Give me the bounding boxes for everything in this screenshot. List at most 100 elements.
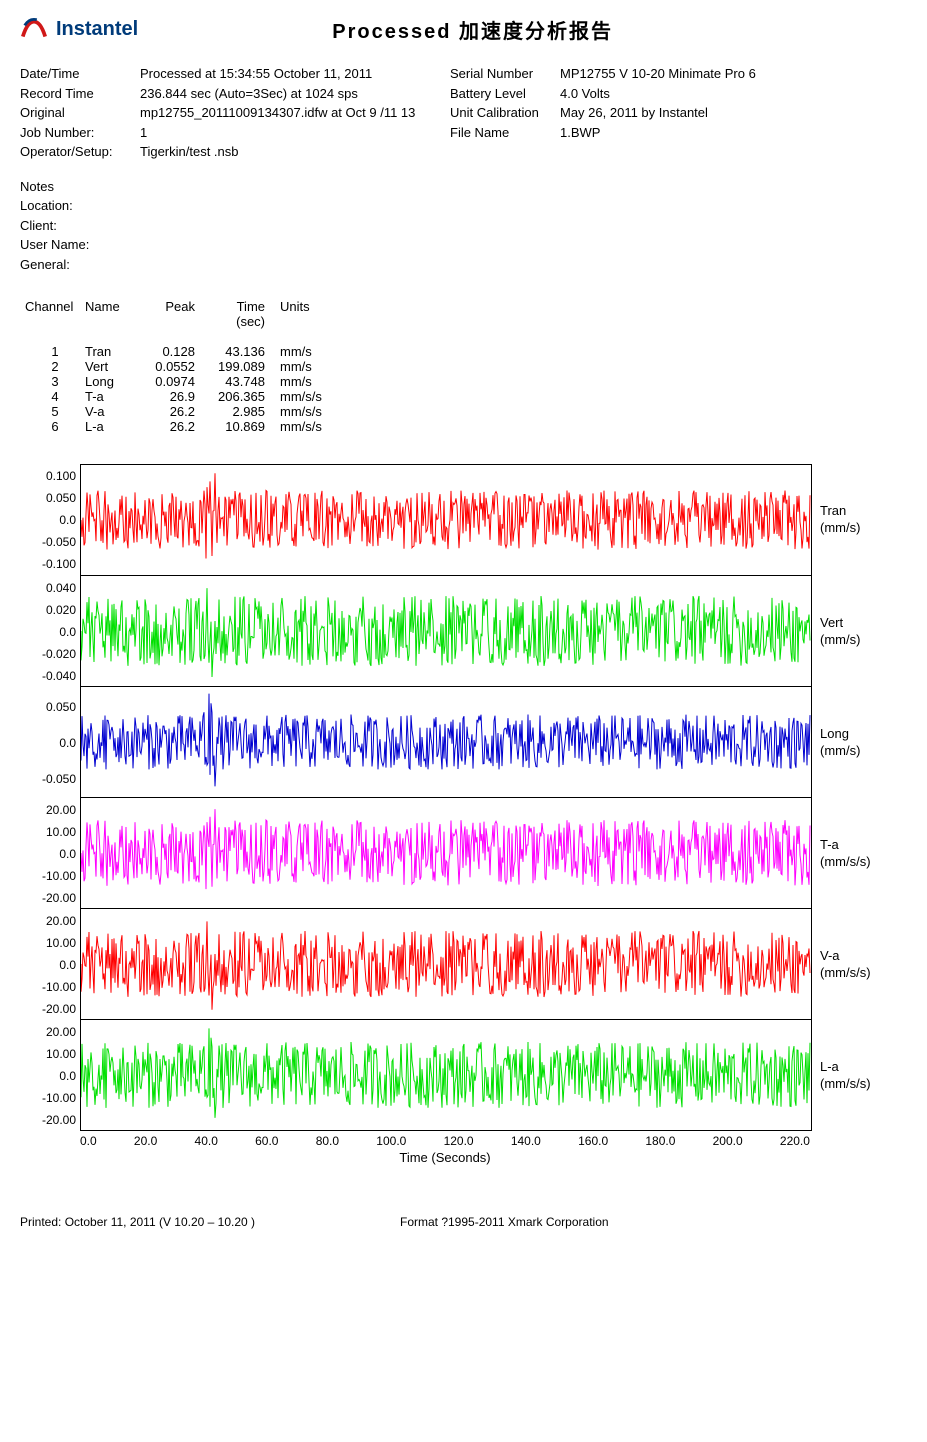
table-row: 4T-a26.9206.365mm/s/s <box>20 389 907 404</box>
cell: 0.0552 <box>135 359 195 374</box>
meta-label: Date/Time <box>20 64 140 84</box>
chart-label: L-a(mm/s/s) <box>812 1059 871 1093</box>
notes-line: Notes <box>20 177 907 197</box>
cell: mm/s/s <box>265 389 340 404</box>
cell: T-a <box>85 389 135 404</box>
chart-label: Tran(mm/s) <box>812 503 860 537</box>
y-axis-labels: 0.0500.0-0.050 <box>30 689 80 797</box>
chart-l-a: 20.0010.000.0-10.00-20.00 L-a(mm/s/s) <box>30 1020 907 1131</box>
cell: 1 <box>20 344 85 359</box>
table-row: 6L-a26.210.869mm/s/s <box>20 419 907 434</box>
cell: mm/s/s <box>265 419 340 434</box>
waveform-plot <box>80 576 812 687</box>
y-axis-labels: 20.0010.000.0-10.00-20.00 <box>30 799 80 909</box>
col-time: Time <box>195 299 265 314</box>
meta-label: Record Time <box>20 84 140 104</box>
chart-v-a: 20.0010.000.0-10.00-20.00 V-a(mm/s/s) <box>30 909 907 1020</box>
meta-label: Battery Level <box>450 84 560 104</box>
y-axis-labels: 20.0010.000.0-10.00-20.00 <box>30 910 80 1020</box>
report-header: Instantel Processed 加速度分析报告 <box>20 15 907 44</box>
report-title: Processed 加速度分析报告 <box>138 15 907 44</box>
cell: Vert <box>85 359 135 374</box>
col-channel: Channel <box>20 299 85 314</box>
col-time-sub: (sec) <box>195 314 265 329</box>
y-axis-labels: 0.1000.0500.0-0.050-0.100 <box>30 465 80 575</box>
meta-value: 1.BWP <box>560 123 600 143</box>
cell: 5 <box>20 404 85 419</box>
cell: 43.748 <box>195 374 265 389</box>
cell: 10.869 <box>195 419 265 434</box>
meta-value: mp12755_20111009134307.idfw at Oct 9 /11… <box>140 103 415 123</box>
report-footer: Printed: October 11, 2011 (V 10.20 – 10.… <box>20 1215 907 1229</box>
notes-block: Notes Location: Client: User Name: Gener… <box>20 177 907 275</box>
chart-label: Vert(mm/s) <box>812 615 860 649</box>
cell: 2 <box>20 359 85 374</box>
chart-label: T-a(mm/s/s) <box>812 837 871 871</box>
meta-label: File Name <box>450 123 560 143</box>
brand-logo: Instantel <box>20 16 138 44</box>
cell: Long <box>85 374 135 389</box>
cell: L-a <box>85 419 135 434</box>
table-row: 1Tran0.12843.136mm/s <box>20 344 907 359</box>
meta-value: 236.844 sec (Auto=3Sec) at 1024 sps <box>140 84 358 104</box>
meta-label: Job Number: <box>20 123 140 143</box>
y-axis-labels: 0.0400.0200.0-0.020-0.040 <box>30 577 80 687</box>
cell: mm/s/s <box>265 404 340 419</box>
meta-label: Serial Number <box>450 64 560 84</box>
waveform-plot <box>80 464 812 576</box>
table-row: 3Long0.097443.748mm/s <box>20 374 907 389</box>
cell: 0.128 <box>135 344 195 359</box>
table-row: 2Vert0.0552199.089mm/s <box>20 359 907 374</box>
x-axis-label: Time (Seconds) <box>80 1150 810 1165</box>
waveform-plot <box>80 909 812 1020</box>
cell: 0.0974 <box>135 374 195 389</box>
brand-name: Instantel <box>56 18 138 41</box>
chart-label: V-a(mm/s/s) <box>812 948 871 982</box>
chart-long: 0.0500.0-0.050 Long(mm/s) <box>30 687 907 798</box>
cell: 26.9 <box>135 389 195 404</box>
chart-tran: 0.1000.0500.0-0.050-0.100 Tran(mm/s) <box>30 464 907 576</box>
cell: 43.136 <box>195 344 265 359</box>
notes-line: Location: <box>20 196 907 216</box>
meta-value: 4.0 Volts <box>560 84 610 104</box>
metadata-block: Date/TimeProcessed at 15:34:55 October 1… <box>20 64 907 162</box>
cell: 199.089 <box>195 359 265 374</box>
meta-value: Processed at 15:34:55 October 11, 2011 <box>140 64 372 84</box>
notes-line: User Name: <box>20 235 907 255</box>
cell: Tran <box>85 344 135 359</box>
cell: V-a <box>85 404 135 419</box>
chart-label: Long(mm/s) <box>812 726 860 760</box>
cell: mm/s <box>265 344 340 359</box>
meta-label: Unit Calibration <box>450 103 560 123</box>
table-row: 5V-a26.22.985mm/s/s <box>20 404 907 419</box>
x-axis-ticks: 0.020.040.060.080.0100.0120.0140.0160.01… <box>80 1134 810 1148</box>
instantel-icon <box>20 16 48 44</box>
col-name: Name <box>85 299 135 314</box>
channel-table: Channel Name Peak Time Units (sec) 1Tran… <box>20 299 907 434</box>
cell: 26.2 <box>135 404 195 419</box>
meta-value: May 26, 2011 by Instantel <box>560 103 708 123</box>
waveform-plot <box>80 1020 812 1131</box>
cell: 26.2 <box>135 419 195 434</box>
cell: 6 <box>20 419 85 434</box>
footer-printed: Printed: October 11, 2011 (V 10.20 – 10.… <box>20 1215 400 1229</box>
y-axis-labels: 20.0010.000.0-10.00-20.00 <box>30 1021 80 1131</box>
cell: 3 <box>20 374 85 389</box>
meta-value: MP12755 V 10-20 Minimate Pro 6 <box>560 64 756 84</box>
cell: mm/s <box>265 374 340 389</box>
notes-line: Client: <box>20 216 907 236</box>
waveform-plot <box>80 798 812 909</box>
cell: mm/s <box>265 359 340 374</box>
waveform-plot <box>80 687 812 798</box>
meta-value: 1 <box>140 123 147 143</box>
meta-label: Original <box>20 103 140 123</box>
notes-line: General: <box>20 255 907 275</box>
footer-format: Format ?1995-2011 Xmark Corporation <box>400 1215 609 1229</box>
meta-value: Tigerkin/test .nsb <box>140 142 239 162</box>
cell: 2.985 <box>195 404 265 419</box>
meta-label: Operator/Setup: <box>20 142 140 162</box>
table-header: Channel Name Peak Time Units <box>20 299 907 314</box>
col-units: Units <box>265 299 340 314</box>
chart-vert: 0.0400.0200.0-0.020-0.040 Vert(mm/s) <box>30 576 907 687</box>
cell: 4 <box>20 389 85 404</box>
